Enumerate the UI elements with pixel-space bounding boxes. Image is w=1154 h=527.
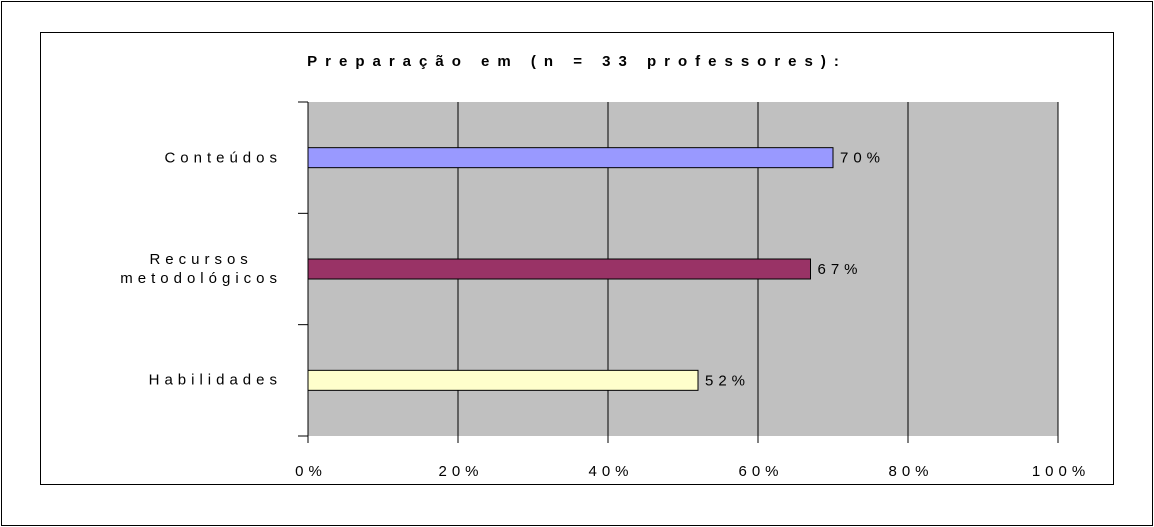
bar	[307, 258, 811, 280]
y-tick-label: Conteúdos	[164, 149, 282, 167]
x-tick-label: 100%	[1032, 463, 1090, 480]
bar	[307, 147, 834, 169]
bar	[307, 369, 699, 391]
x-tick-label: 80%	[888, 463, 933, 480]
x-tick-label: 0%	[295, 463, 327, 480]
x-tick-label: 20%	[438, 463, 483, 480]
x-tick-label: 60%	[738, 463, 783, 480]
y-tick-label: Recursos metodológicos	[120, 251, 282, 287]
x-tick-label: 40%	[588, 463, 633, 480]
value-label: 70%	[840, 150, 885, 167]
chart-title: Preparação em (n = 33 professores):	[307, 53, 847, 70]
value-label: 67%	[818, 261, 863, 278]
y-tick-label: Habilidades	[148, 371, 282, 389]
value-label: 52%	[705, 372, 750, 389]
